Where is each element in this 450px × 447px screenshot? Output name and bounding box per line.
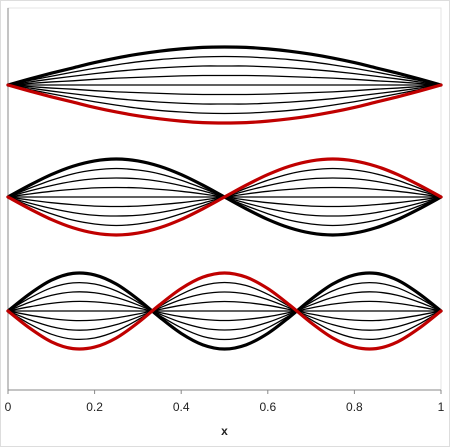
x-tick-label: 1	[438, 400, 445, 414]
wave-line	[7, 281, 442, 341]
wave-line	[6, 271, 443, 351]
x-tick-label: 0.2	[86, 400, 103, 414]
x-tick-label: 0.6	[259, 400, 276, 414]
wave-line	[7, 291, 442, 331]
wave-line	[6, 45, 443, 87]
wave-line	[7, 74, 442, 86]
wave-line	[7, 55, 442, 86]
wave-line	[7, 300, 442, 322]
wave-line	[6, 83, 443, 125]
wave-line	[7, 84, 442, 115]
wave-line	[7, 84, 442, 105]
x-tick-label: 0.8	[346, 400, 363, 414]
wave-line	[7, 300, 442, 322]
x-tick-label: 0.4	[173, 400, 190, 414]
wave-line	[7, 281, 442, 341]
wave-line	[7, 84, 442, 96]
wave-line	[6, 157, 443, 237]
wave-line	[7, 65, 442, 86]
wave-line	[7, 291, 442, 331]
x-axis-label: x	[221, 424, 228, 438]
wave-line	[6, 271, 443, 351]
x-tick-label: 0	[5, 400, 12, 414]
